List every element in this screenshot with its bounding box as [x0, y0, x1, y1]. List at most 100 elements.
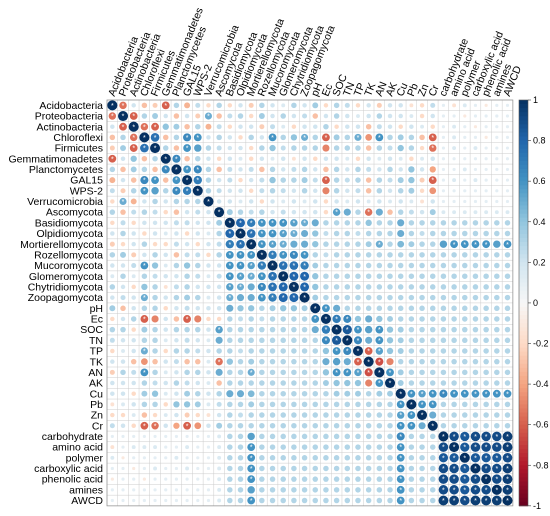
significance-marker: * — [474, 445, 477, 452]
correlation-cell — [323, 390, 329, 397]
correlation-cell — [504, 422, 511, 429]
correlation-cell — [374, 367, 385, 378]
correlation-cell — [440, 316, 447, 322]
correlation-cell — [355, 487, 361, 493]
correlation-cell — [227, 156, 233, 161]
correlation-cell — [387, 252, 393, 258]
row-label: amino acid — [52, 442, 103, 454]
column-label: TK — [362, 81, 378, 98]
significance-marker: * — [410, 402, 413, 409]
correlation-cell — [174, 445, 179, 449]
correlation-cell — [332, 357, 341, 366]
correlation-cell — [206, 413, 211, 418]
correlation-cell — [333, 284, 340, 290]
correlation-cell — [355, 241, 361, 247]
correlation-cell — [120, 145, 126, 152]
correlation-cell — [420, 156, 425, 161]
correlation-cell — [473, 210, 478, 215]
correlation-cell — [483, 337, 489, 344]
correlation-cell — [355, 188, 361, 194]
correlation-cell — [408, 316, 415, 322]
correlation-cell — [163, 306, 168, 311]
correlation-cell — [472, 262, 479, 269]
correlation-cell — [237, 209, 244, 215]
correlation-cell — [163, 423, 168, 428]
correlation-cell — [505, 157, 510, 161]
significance-marker: * — [303, 295, 306, 302]
correlation-cell — [311, 326, 319, 334]
correlation-cell — [120, 369, 126, 376]
correlation-cell — [313, 199, 318, 204]
colorbar-segment — [519, 209, 528, 215]
correlation-cell — [280, 134, 286, 141]
significance-marker: * — [282, 274, 285, 281]
correlation-cell — [483, 305, 489, 312]
correlation-cell — [217, 455, 222, 460]
correlation-cell — [419, 487, 425, 493]
significance-marker: * — [485, 487, 488, 494]
row-label: Actinobacteria — [36, 121, 103, 133]
correlation-cell — [217, 434, 222, 439]
correlation-cell — [419, 326, 425, 333]
row-label: AWCD — [71, 495, 103, 507]
correlation-cell — [291, 166, 297, 172]
correlation-cell — [504, 380, 511, 386]
correlation-cell — [196, 498, 200, 503]
significance-marker: * — [431, 391, 434, 398]
correlation-cell — [484, 178, 488, 182]
correlation-cell — [259, 145, 265, 151]
significance-marker: * — [271, 295, 274, 302]
correlation-cell — [365, 401, 372, 408]
significance-marker: * — [164, 156, 167, 163]
correlation-cell — [237, 380, 244, 386]
correlation-cell — [185, 434, 189, 439]
correlation-cell — [481, 453, 491, 463]
significance-marker: * — [442, 466, 445, 473]
correlation-cell — [408, 145, 415, 151]
colorbar-segment — [519, 473, 528, 478]
colorbar-segment — [519, 160, 528, 166]
correlation-cell — [238, 103, 243, 108]
correlation-cell — [248, 412, 254, 418]
correlation-cell — [472, 230, 479, 237]
correlation-cell — [408, 487, 415, 493]
correlation-cell — [495, 146, 499, 150]
correlation-cell — [438, 495, 449, 506]
correlation-cell — [441, 167, 446, 172]
correlation-cell — [333, 134, 340, 141]
significance-marker: * — [271, 220, 274, 227]
row-label: AN — [88, 367, 103, 379]
correlation-cell — [270, 103, 275, 108]
correlation-cell — [259, 358, 265, 365]
correlation-cell — [333, 113, 340, 119]
correlation-cell — [215, 368, 223, 376]
significance-marker: * — [367, 210, 370, 217]
correlation-cell — [429, 411, 437, 419]
significance-marker: * — [474, 466, 477, 473]
correlation-cell — [397, 294, 404, 301]
correlation-cell — [429, 187, 437, 195]
correlation-cell — [376, 188, 383, 194]
correlation-cell — [259, 188, 265, 194]
significance-marker: * — [207, 114, 210, 121]
correlation-cell — [333, 412, 340, 418]
correlation-cell — [184, 155, 190, 162]
correlation-cell — [409, 114, 414, 118]
correlation-cell — [110, 231, 115, 236]
correlation-cell — [333, 487, 340, 493]
correlation-cell — [376, 497, 383, 504]
correlation-cell — [141, 283, 148, 291]
colorbar-tick-label: 0.4 — [533, 217, 546, 227]
correlation-cell — [344, 476, 351, 482]
correlation-cell — [153, 466, 158, 471]
correlation-cell — [323, 455, 329, 461]
correlation-cell — [204, 112, 213, 120]
column-labels: AcidobacteriaProteobacteriaActinobacteri… — [106, 6, 524, 98]
correlation-cell — [269, 465, 276, 472]
correlation-cell — [363, 356, 374, 367]
correlation-cell — [419, 433, 425, 440]
correlation-cell — [206, 402, 211, 407]
correlation-cell — [451, 412, 457, 418]
correlation-cell — [376, 476, 383, 482]
correlation-cell — [355, 230, 361, 237]
